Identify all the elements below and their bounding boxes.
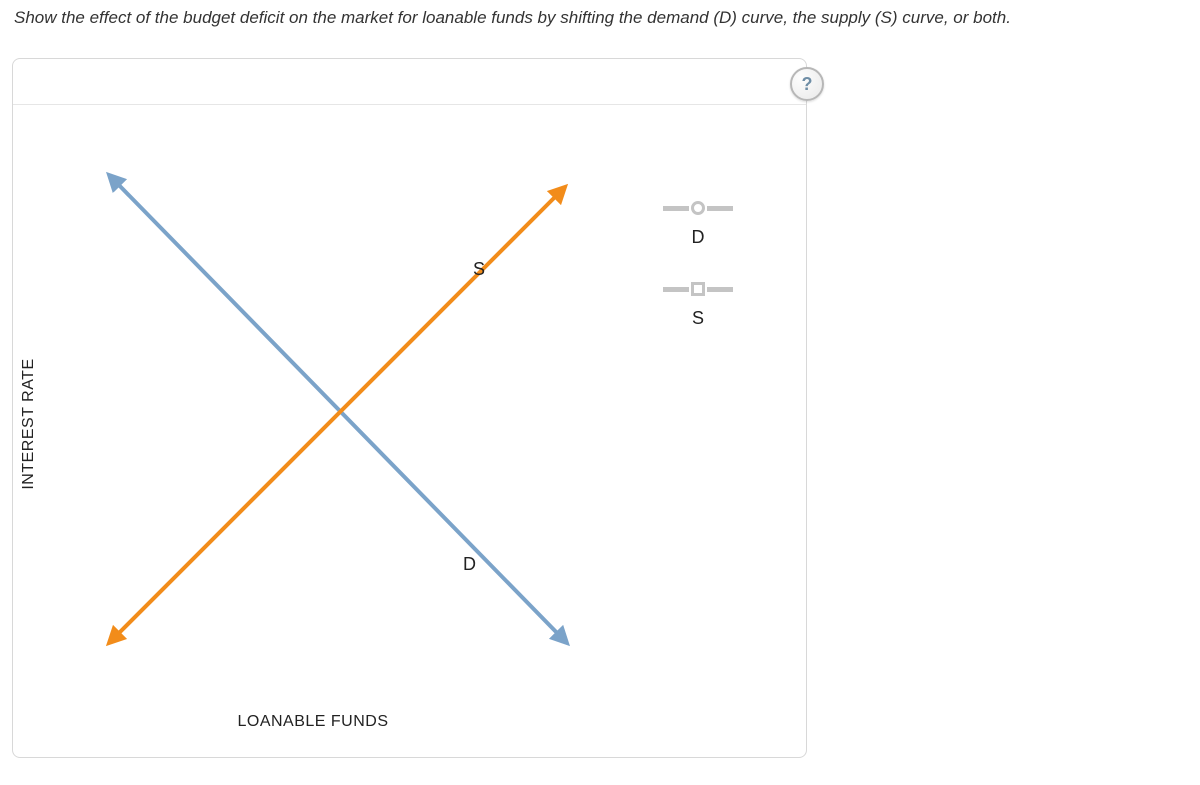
panel-divider [13,104,806,105]
x-axis-label: LOANABLE FUNDS [237,713,388,731]
chart-area: INTEREST RATE S D [33,119,593,729]
demand-drag-handle[interactable] [633,199,763,217]
page-root: Show the effect of the budget deficit on… [0,0,1200,785]
plot-area[interactable]: S D [93,159,573,659]
legend-item-supply[interactable]: S [633,280,763,329]
handle-bar-left [663,287,689,292]
supply-drag-handle[interactable] [633,280,763,298]
chart-panel: ? INTEREST RATE S [12,58,807,758]
legend-item-demand[interactable]: D [633,199,763,248]
help-button[interactable]: ? [790,67,824,101]
handle-bar-left [663,206,689,211]
handle-bar-right [707,206,733,211]
circle-marker-icon [691,201,705,215]
legend-label-demand: D [633,227,763,248]
legend-label-supply: S [633,308,763,329]
demand-curve-label: D [463,554,476,575]
square-marker-icon [691,282,705,296]
supply-curve[interactable] [113,191,561,639]
y-axis-label: INTEREST RATE [20,358,38,489]
help-icon: ? [802,74,813,95]
instruction-text: Show the effect of the budget deficit on… [14,8,1190,28]
legend: D S [633,199,763,361]
plot-svg [93,159,573,659]
supply-curve-label: S [473,259,485,280]
handle-bar-right [707,287,733,292]
